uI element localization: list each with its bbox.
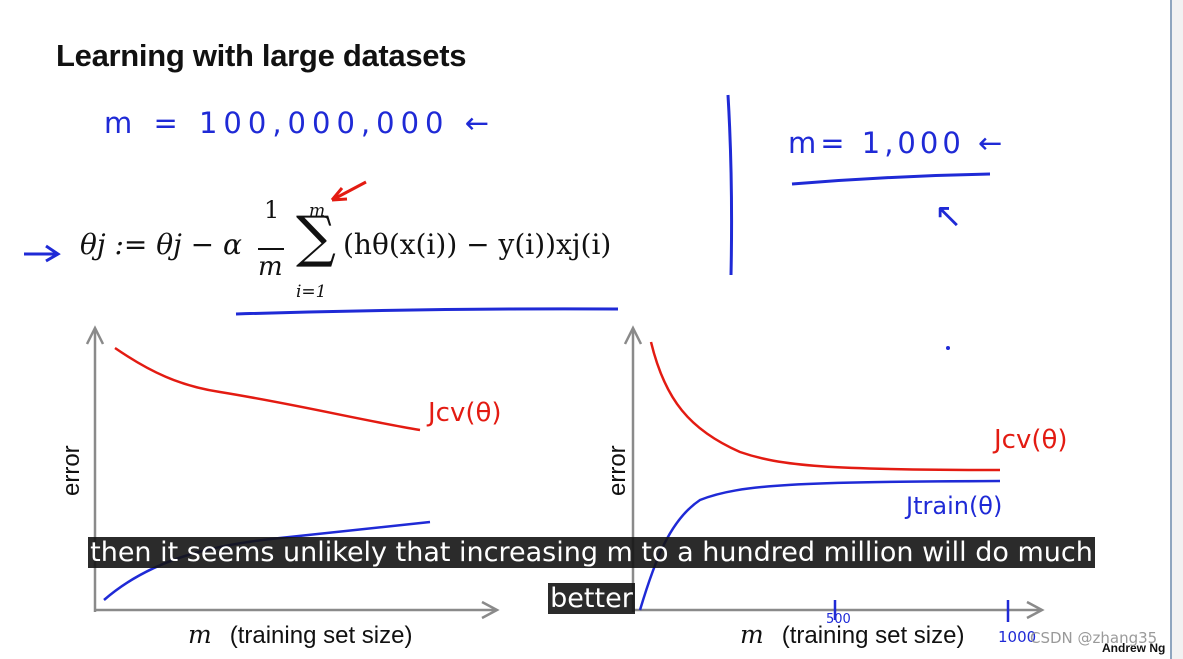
stray-dot	[946, 346, 950, 350]
formula-pointer-arrow-icon	[24, 244, 61, 263]
left-plot-axes	[85, 325, 500, 620]
up-left-arrow-icon: ↖	[934, 196, 963, 236]
right-plot-xlabel: m (training set size)	[740, 620, 964, 650]
divider-stroke	[726, 94, 734, 276]
tick-500-label: 500	[826, 612, 851, 627]
formula-lhs: θj := θj − α	[80, 228, 242, 261]
right-plot-xlabel-var: m	[740, 620, 764, 649]
annotation-m-large: m = 100,000,000 ←	[104, 106, 495, 140]
formula-fraction-bar	[258, 248, 284, 250]
slide-title: Learning with large datasets	[56, 38, 467, 73]
underline-small-m	[791, 172, 991, 186]
right-plot-xlabel-text: (training set size)	[781, 622, 965, 649]
left-jcv-curve	[114, 346, 421, 432]
right-window-border	[1170, 0, 1183, 659]
right-plot-axes	[623, 325, 1045, 620]
subtitle-line-2-text: better	[548, 583, 635, 614]
formula-sigma: ∑	[296, 205, 336, 270]
red-arrow-icon	[330, 180, 367, 202]
subtitle-line-2: better	[0, 580, 1183, 618]
subtitle-line-1: then it seems unlikely that increasing m…	[0, 534, 1183, 572]
right-jcv-label: Jcv(θ)	[994, 425, 1068, 455]
left-jcv-label: Jcv(θ)	[428, 398, 502, 428]
left-plot-xlabel-var: m	[188, 620, 212, 649]
left-plot-xlabel: m (training set size)	[188, 620, 412, 650]
left-plot-ylabel: error	[58, 445, 85, 496]
left-plot-xlabel-text: (training set size)	[229, 622, 413, 649]
tick-1000-label: 1000	[998, 628, 1037, 646]
right-plot-ylabel: error	[604, 445, 631, 496]
formula-fraction-denominator: m	[258, 252, 283, 282]
right-jtrain-label: Jtrain(θ)	[906, 492, 1003, 520]
formula-sigma-lower: i=1	[296, 282, 327, 302]
right-jcv-curve	[649, 341, 1001, 472]
slide-author: Andrew Ng	[1102, 641, 1166, 655]
formula-rhs: (hθ(x(i)) − y(i))xj(i)	[343, 228, 612, 261]
formula-fraction-numerator: 1	[264, 196, 280, 224]
formula-sigma-upper: m	[309, 201, 326, 221]
underline-sum	[235, 307, 619, 316]
subtitle-line-1-text: then it seems unlikely that increasing m…	[88, 537, 1095, 568]
annotation-m-small: m= 1,000 ←	[788, 126, 1007, 160]
watermark: CSDN @zhang35	[1030, 629, 1158, 647]
